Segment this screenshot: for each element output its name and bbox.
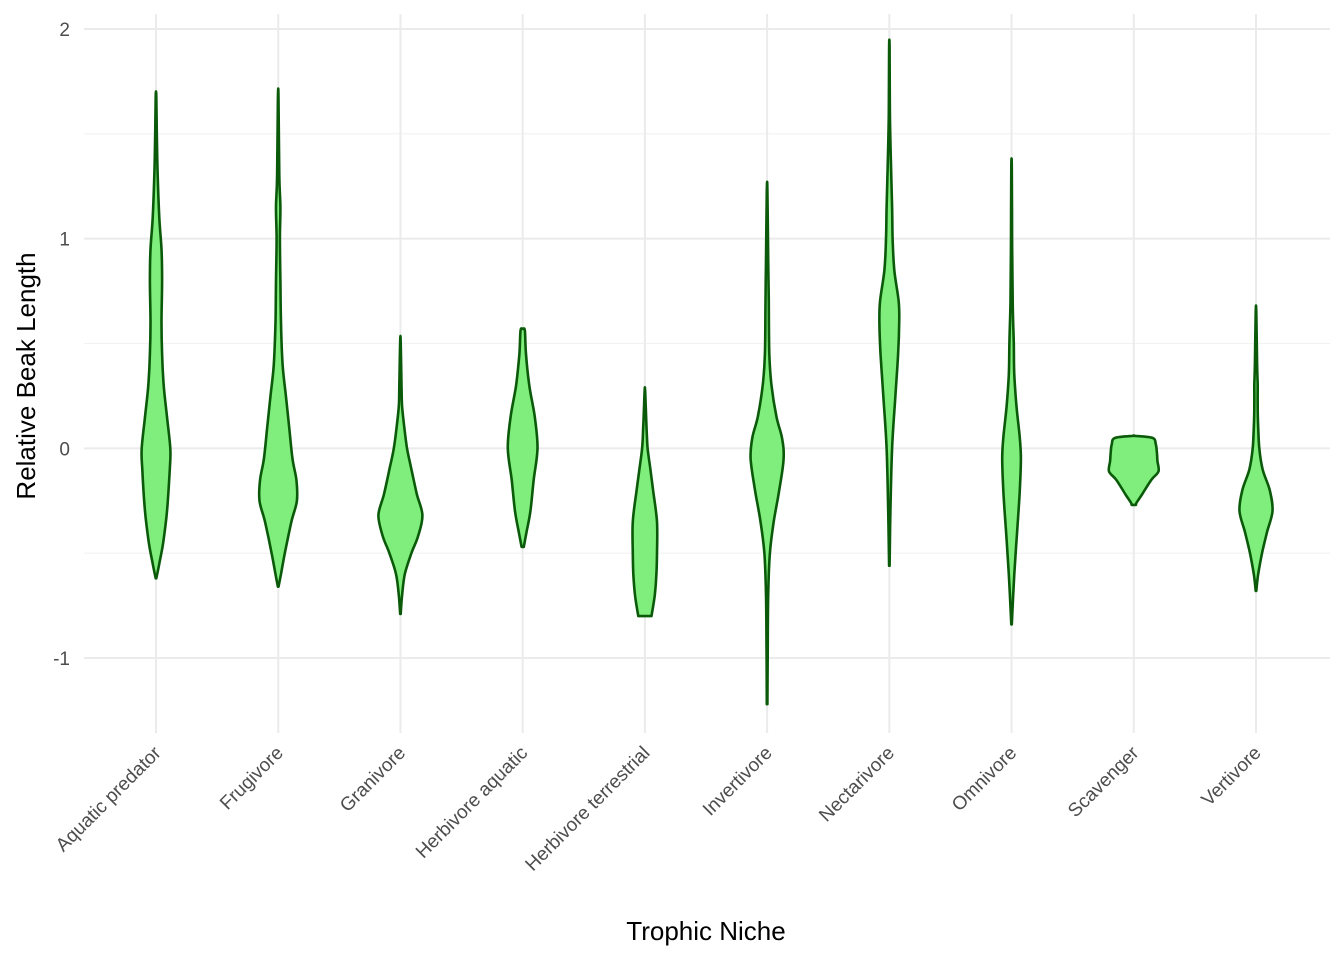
x-tick-label: Aquatic predator [52, 742, 166, 856]
x-tick-label: Invertivore [699, 743, 777, 821]
y-tick-labels: -1 0 1 2 [53, 20, 70, 670]
violin-herbivore-terrestrial [631, 385, 659, 618]
x-tick-labels: Aquatic predator Frugivore Granivore Herbiv… [52, 742, 1265, 875]
x-tick-label: Granivore [336, 743, 410, 817]
grid-lines [84, 14, 1330, 733]
violin-invertivore [749, 180, 786, 706]
x-tick-label: Herbivore aquatic [412, 743, 532, 863]
y-tick-label: -1 [53, 649, 70, 670]
violins [140, 38, 1274, 706]
y-axis-title: Relative Beak Length [11, 252, 41, 499]
violin-omnivore [1000, 157, 1023, 626]
violin-granivore [377, 334, 424, 616]
x-tick-label: Omnivore [948, 743, 1021, 816]
y-tick-label: 1 [59, 230, 70, 251]
violin-frugivore [257, 87, 299, 588]
x-tick-label: Herbivore terrestrial [522, 743, 655, 876]
x-tick-label: Scavenger [1064, 742, 1144, 822]
x-axis-title: Trophic Niche [626, 916, 785, 946]
x-tick-label: Frugivore [216, 743, 288, 815]
violin-aquatic-predator [140, 90, 172, 580]
x-tick-label: Nectarivore [815, 743, 899, 827]
x-tick-label: Vertivore [1198, 743, 1266, 811]
y-tick-label: 2 [59, 20, 70, 41]
violin-scavenger [1107, 434, 1161, 507]
y-tick-label: 0 [59, 439, 70, 460]
violin-herbivore-aquatic [506, 327, 539, 549]
violin-vertivore [1238, 304, 1274, 593]
violin-nectarivore [878, 38, 901, 567]
